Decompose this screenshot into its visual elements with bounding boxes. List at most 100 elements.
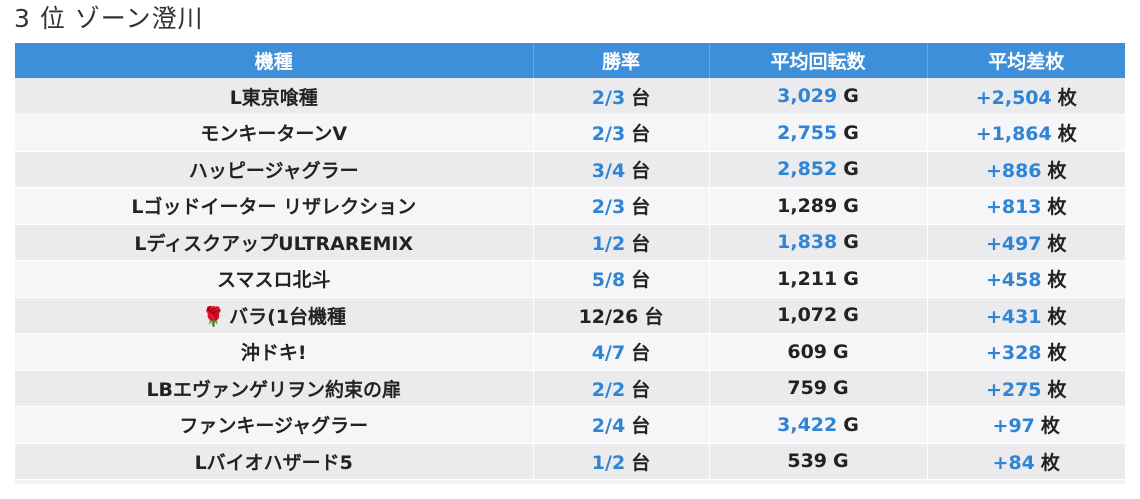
avg-spins-value: 1,211 — [777, 267, 838, 290]
avg-diff-value: +328 — [985, 342, 1042, 365]
table-row[interactable]: LディスクアップULTRAREMIX 1/2 台 1,838 G +497 枚 — [15, 224, 1125, 261]
avg-spins-cell: 759 G — [709, 370, 928, 407]
ranking-table-container: 機種 勝率 平均回転数 平均差枚 L東京喰種 2/3 台 3,029 G +2,504 枚モ… — [15, 43, 1125, 484]
win-rate-cell: 5/8 台 — [533, 260, 710, 298]
machine-name: ファンキージャグラー — [179, 415, 369, 438]
table-row[interactable]: ハッピージャグラー 3/4 台 2,852 G +886 枚 — [15, 151, 1125, 188]
table-row[interactable]: スマスロ北斗 5/8 台 1,211 G +458 枚 — [15, 260, 1125, 298]
avg-diff-cell: +458 枚 — [927, 260, 1125, 298]
avg-diff-value: +2,504 — [975, 86, 1052, 109]
page-title: 3 位 ゾーン澄川 — [14, 4, 204, 33]
avg-spins-cell: 2,852 G — [709, 151, 928, 188]
avg-spins-cell: 1,838 G — [709, 224, 928, 261]
rose-icon: 🌹 — [201, 305, 226, 328]
avg-diff-value: +84 — [992, 451, 1035, 474]
avg-spins-unit: G — [843, 413, 859, 436]
avg-diff-unit: 枚 — [1040, 451, 1060, 474]
machine-name-cell: Lバイオハザード5 — [15, 443, 534, 480]
win-rate-unit: 台 — [631, 123, 651, 146]
avg-spins-cell: 1,289 G — [709, 187, 928, 225]
win-rate-unit: 台 — [631, 342, 651, 365]
table-row[interactable]: Lゴッドイーター リザレクション 2/3 台 1,289 G +813 枚 — [15, 187, 1125, 225]
avg-spins-value: 3,422 — [777, 413, 838, 436]
table-header-row: 機種 勝率 平均回転数 平均差枚 — [15, 43, 1125, 78]
win-rate-value: 4/7 — [591, 342, 626, 365]
win-rate-value: 2/3 — [591, 196, 626, 219]
avg-diff-unit: 枚 — [1047, 342, 1067, 365]
win-rate-cell: 1/2 台 — [533, 224, 710, 261]
avg-spins-unit: G — [833, 340, 849, 363]
machine-name: スマスロ北斗 — [217, 269, 331, 292]
win-rate-cell: 4/7 台 — [533, 333, 710, 371]
avg-diff-cell: +431 枚 — [927, 297, 1125, 334]
avg-spins-value: 2,755 — [777, 121, 838, 144]
machine-name-cell: L東京喰種 — [15, 78, 534, 115]
avg-diff-unit: 枚 — [1047, 196, 1067, 219]
avg-diff-cell: +1,864 枚 — [927, 114, 1125, 152]
table-row[interactable]: ファンキージャグラー 2/4 台 3,422 G +97 枚 — [15, 406, 1125, 444]
table-row[interactable]: 沖ドキ! 4/7 台 609 G +328 枚 — [15, 333, 1125, 371]
table-row[interactable]: モンキーターンV 2/3 台 2,755 G +1,864 枚 — [15, 114, 1125, 152]
win-rate-unit: 台 — [631, 451, 651, 474]
avg-spins-unit: G — [843, 194, 859, 217]
avg-diff-cell: +813 枚 — [927, 187, 1125, 225]
table-row[interactable]: Lバイオハザード5 1/2 台 539 G +84 枚 — [15, 443, 1125, 480]
win-rate-cell: 2/4 台 — [533, 406, 710, 444]
machine-name-cell: 🌹 バラ(1台機種 — [15, 297, 534, 334]
machine-name: ハッピージャグラー — [188, 159, 359, 182]
win-rate-unit: 台 — [631, 196, 651, 219]
avg-spins-value: 759 — [787, 377, 828, 400]
avg-diff-value: +275 — [985, 378, 1042, 401]
avg-diff-value: +497 — [985, 232, 1042, 255]
win-rate-cell: 1/2 台 — [533, 443, 710, 480]
avg-spins-value: 2,852 — [777, 158, 838, 181]
avg-diff-value: +813 — [985, 196, 1042, 219]
header-win-rate: 勝率 — [533, 43, 710, 78]
table-row[interactable]: 🌹 バラ(1台機種 12/26 台 1,072 G +431 枚 — [15, 297, 1125, 334]
win-rate-value: 3/4 — [591, 159, 626, 182]
machine-name-cell: ハッピージャグラー — [15, 151, 534, 188]
machine-name: LBエヴァンゲリヲン約束の扉 — [146, 378, 402, 401]
win-rate-unit: 台 — [631, 159, 651, 182]
avg-spins-value: 609 — [787, 340, 828, 363]
avg-diff-cell: +97 枚 — [927, 406, 1125, 444]
avg-spins-cell: 2,755 G — [709, 114, 928, 152]
avg-diff-unit: 枚 — [1047, 232, 1067, 255]
header-avg-diff: 平均差枚 — [927, 43, 1125, 78]
table-row[interactable]: L東京喰種 2/3 台 3,029 G +2,504 枚 — [15, 78, 1125, 115]
avg-spins-unit: G — [843, 121, 859, 144]
machine-name-cell: LディスクアップULTRAREMIX — [15, 224, 534, 261]
machine-ranking-table: 機種 勝率 平均回転数 平均差枚 L東京喰種 2/3 台 3,029 G +2,504 枚モ… — [15, 43, 1125, 480]
avg-diff-unit: 枚 — [1040, 415, 1060, 438]
win-rate-unit: 台 — [631, 415, 651, 438]
avg-spins-unit: G — [843, 231, 859, 254]
win-rate-value: 12/26 — [578, 305, 639, 328]
avg-spins-cell: 3,422 G — [709, 406, 928, 444]
avg-spins-unit: G — [843, 267, 859, 290]
win-rate-cell: 3/4 台 — [533, 151, 710, 188]
avg-spins-value: 1,838 — [777, 231, 838, 254]
table-row[interactable]: LBエヴァンゲリヲン約束の扉 2/2 台 759 G +275 枚 — [15, 370, 1125, 407]
machine-name-cell: Lゴッドイーター リザレクション — [15, 187, 534, 225]
win-rate-value: 2/3 — [591, 123, 626, 146]
machine-name: 沖ドキ! — [240, 342, 307, 365]
avg-spins-value: 1,289 — [777, 194, 838, 217]
avg-spins-unit: G — [843, 304, 859, 327]
win-rate-cell: 2/3 台 — [533, 78, 710, 115]
win-rate-unit: 台 — [631, 86, 651, 109]
avg-diff-value: +431 — [985, 305, 1042, 328]
avg-spins-value: 1,072 — [777, 304, 838, 327]
win-rate-cell: 2/3 台 — [533, 114, 710, 152]
win-rate-value: 1/2 — [591, 451, 626, 474]
machine-name-cell: ファンキージャグラー — [15, 406, 534, 444]
machine-name-cell: スマスロ北斗 — [15, 260, 534, 298]
machine-name: Lゴッドイーター リザレクション — [131, 196, 417, 219]
machine-name: バラ(1台機種 — [229, 305, 347, 328]
win-rate-unit: 台 — [631, 232, 651, 255]
avg-spins-cell: 609 G — [709, 333, 928, 371]
avg-diff-unit: 枚 — [1047, 159, 1067, 182]
avg-diff-value: +1,864 — [975, 123, 1052, 146]
avg-diff-unit: 枚 — [1057, 86, 1077, 109]
avg-diff-unit: 枚 — [1047, 305, 1067, 328]
avg-diff-value: +97 — [992, 415, 1035, 438]
